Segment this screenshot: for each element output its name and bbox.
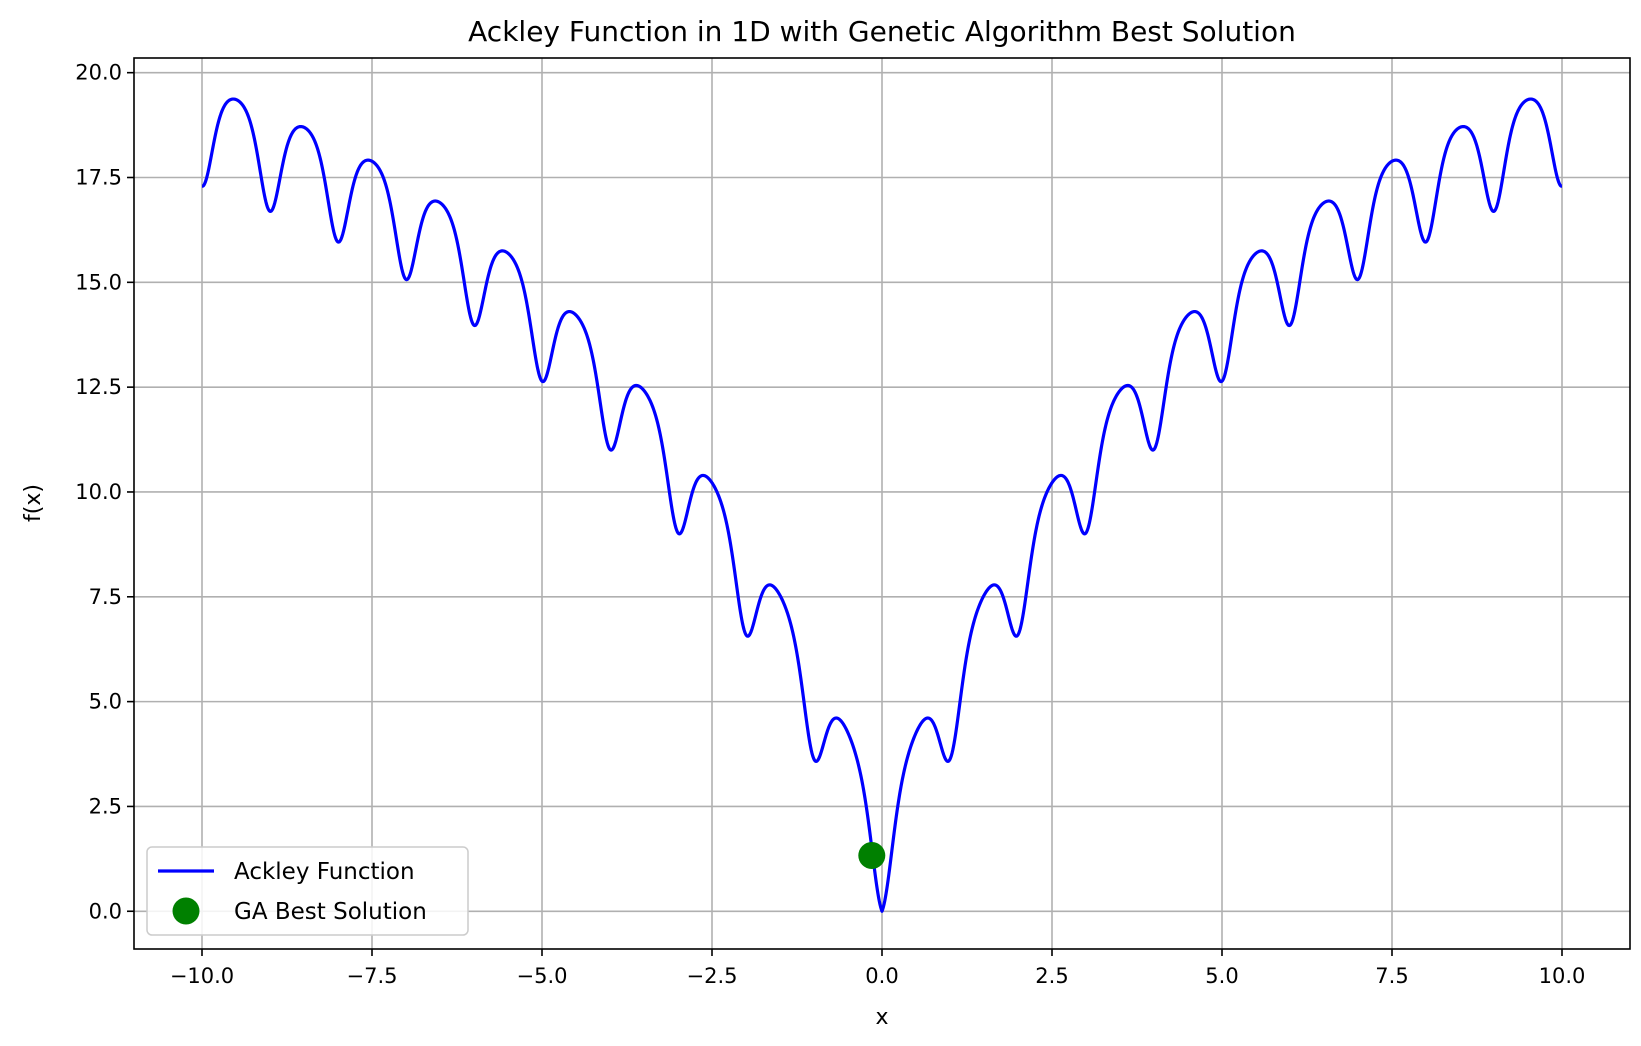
y-axis-label: f(x) — [21, 484, 46, 522]
y-tick-label: 20.0 — [75, 61, 122, 85]
x-tick-label: 2.5 — [1035, 964, 1068, 988]
x-tick-label: −2.5 — [687, 964, 738, 988]
legend-box — [146, 846, 469, 936]
x-axis: −10.0 −7.5 −5.0 −2.5 0.0 2.5 5.0 7.5 10.0 — [170, 949, 1586, 988]
y-tick-label: 12.5 — [75, 375, 122, 399]
x-tick-label: −5.0 — [517, 964, 568, 988]
x-tick-label: −10.0 — [170, 964, 234, 988]
x-tick-label: 10.0 — [1539, 964, 1586, 988]
x-tick-label: −7.5 — [347, 964, 398, 988]
x-tick-label: 5.0 — [1205, 964, 1238, 988]
series-line-ackley-function — [201, 97, 1563, 913]
x-axis-label: x — [875, 1005, 888, 1030]
ga-best-solution-point — [858, 841, 886, 869]
legend-label-ackley: Ackley Function — [234, 859, 415, 885]
y-tick-label: 17.5 — [75, 165, 122, 189]
legend-label-ga: GA Best Solution — [234, 899, 427, 925]
y-tick-label: 0.0 — [89, 899, 122, 923]
chart-title: Ackley Function in 1D with Genetic Algor… — [468, 15, 1296, 48]
x-tick-label: 0.0 — [865, 964, 898, 988]
y-tick-label: 7.5 — [89, 585, 122, 609]
y-tick-label: 10.0 — [75, 480, 122, 504]
y-axis: 0.0 2.5 5.0 7.5 10.0 12.5 15.0 17.5 20.0 — [75, 61, 134, 923]
y-tick-label: 5.0 — [89, 690, 122, 714]
legend-marker-swatch — [172, 897, 200, 925]
x-tick-label: 7.5 — [1375, 964, 1408, 988]
y-tick-label: 2.5 — [89, 794, 122, 818]
legend: Ackley Function GA Best Solution — [146, 846, 469, 936]
y-tick-label: 15.0 — [75, 270, 122, 294]
series-layer — [201, 97, 1563, 913]
plot-area: −10.0 −7.5 −5.0 −2.5 0.0 2.5 5.0 7.5 10.0 0.0 2.5… — [75, 57, 1631, 988]
